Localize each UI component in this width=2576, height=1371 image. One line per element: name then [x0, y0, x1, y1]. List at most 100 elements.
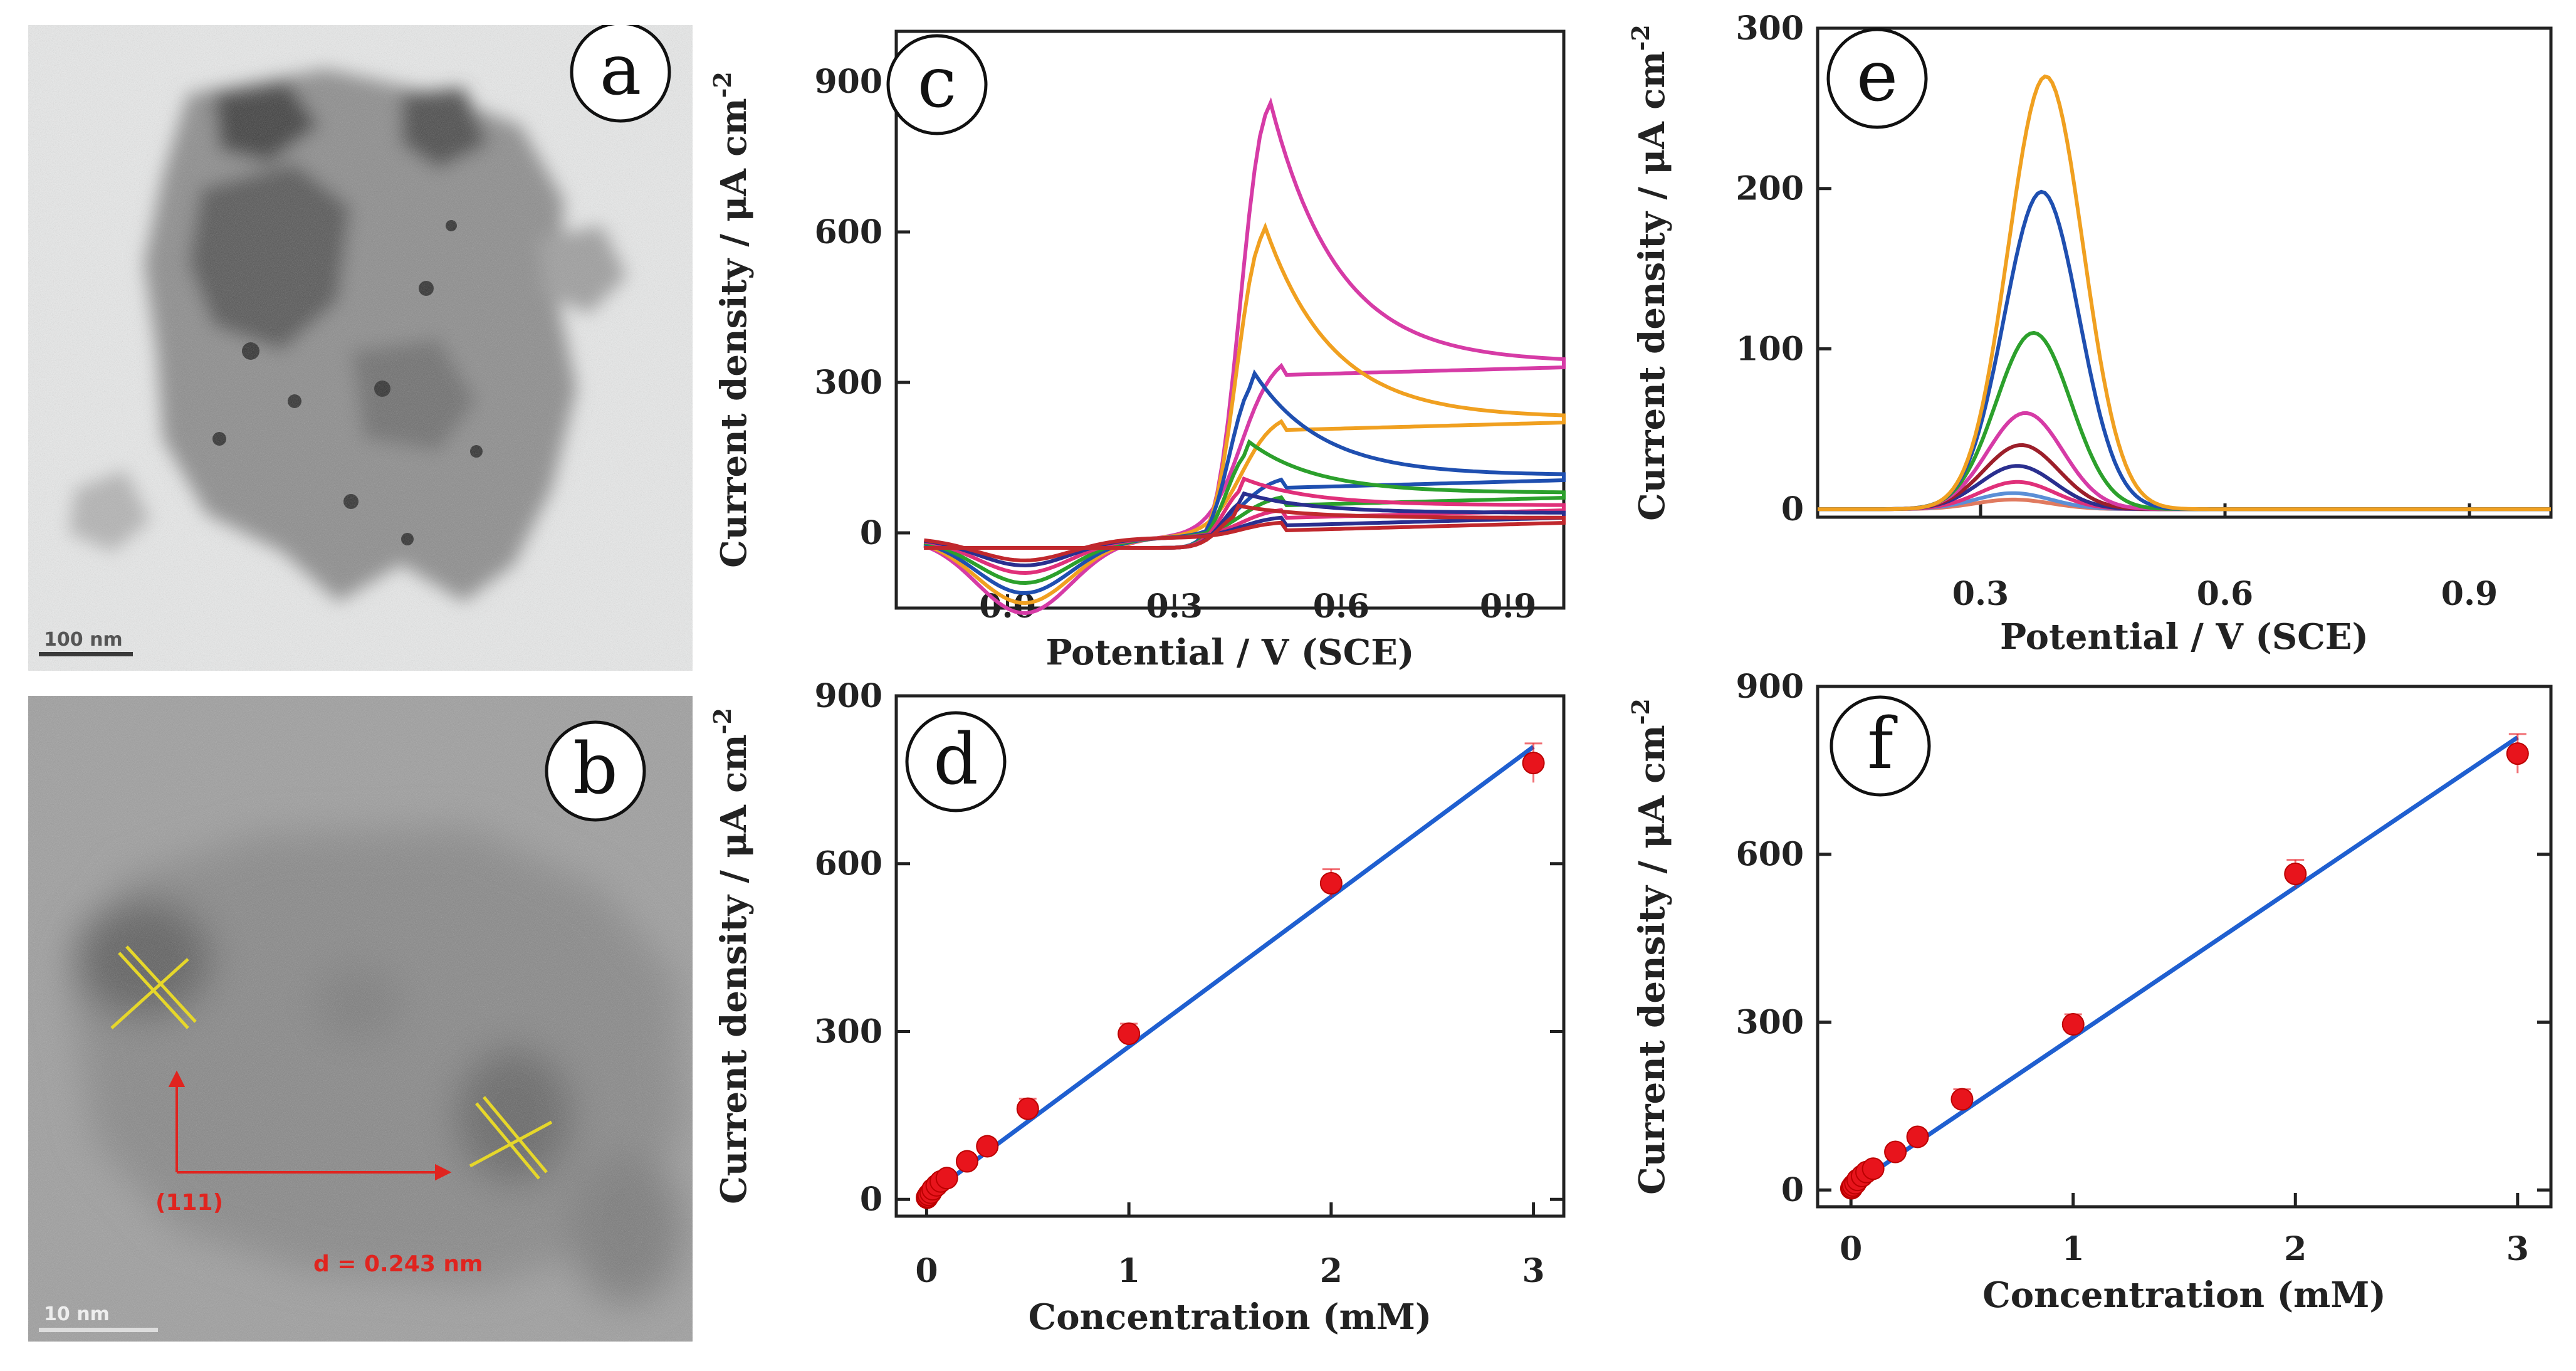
- x-tick-label-e: 0.3: [1952, 575, 2009, 613]
- dpv-curve-magenta: [1818, 411, 2551, 512]
- y-tick-label-d: 0: [860, 1180, 882, 1219]
- y-axis-label-f: Current density / μA cm-2: [1626, 698, 1673, 1195]
- panel-a-letter: a: [600, 29, 642, 111]
- x-tick-label-d: 3: [1522, 1252, 1544, 1290]
- x-tick-label-f: 3: [2506, 1230, 2529, 1268]
- panel-b-letter: b: [573, 728, 618, 810]
- panel-e-letter-circle: [1826, 28, 1928, 129]
- data-point: [1522, 752, 1545, 775]
- y-axis-label-sup-f: -2: [1626, 698, 1655, 725]
- dpv-curve-navy: [1818, 464, 2551, 512]
- data-point: [2506, 742, 2529, 765]
- plane-arrows: [168, 1070, 452, 1181]
- y-axis-label-sup-d: -2: [708, 708, 736, 734]
- x-tick-label-d: 2: [1320, 1252, 1343, 1290]
- dpv-curve-darkred: [1818, 443, 2551, 512]
- y-axis-label-text-f: Current density / μA cm: [1631, 725, 1673, 1194]
- data-point: [2284, 862, 2307, 885]
- dpv-curve-blue: [1818, 189, 2551, 512]
- y-axis-label-e: Current density / μA cm-2: [1626, 24, 1673, 521]
- panel-b-letter-circle: [545, 720, 646, 822]
- x-tick-label-e: 0.6: [2197, 575, 2253, 613]
- data-point: [1884, 1140, 1907, 1164]
- dpv-curve-orange: [1818, 74, 2551, 512]
- data-point: [1118, 1022, 1141, 1046]
- panel-d-letter: d: [933, 719, 978, 801]
- panel-e-dpv-chart: 0 100 200 300 0.3 0.6 0.9 Potential / V (SCE) Cu…: [1626, 9, 2553, 658]
- data-point: [1016, 1097, 1039, 1120]
- plot-frame-d: [894, 694, 1566, 1218]
- y-tick-label-e: 200: [1736, 170, 1804, 208]
- data-point: [1906, 1125, 1929, 1148]
- x-tick-label-f: 1: [2062, 1230, 2085, 1268]
- data-point: [1319, 871, 1343, 895]
- fit-line-f: [1850, 735, 2519, 1189]
- x-axis-label-c: Potential / V (SCE): [1046, 632, 1415, 673]
- plot-frame-f: [1816, 685, 2553, 1209]
- y-tick-label-c: 900: [814, 63, 882, 101]
- data-point: [935, 1167, 958, 1190]
- scale-bar-b-label: 10 nm: [44, 1303, 110, 1325]
- y-axis-label-d: Current density / μA cm-2: [708, 708, 755, 1204]
- x-tick-label-f: 2: [2284, 1230, 2306, 1268]
- panel-d-letter-circle: [905, 711, 1007, 812]
- d-spacing-label: d = 0.243 nm: [313, 1251, 483, 1277]
- panel-f-letter: f: [1867, 703, 1898, 785]
- x-tick-label-f: 0: [1840, 1230, 1862, 1268]
- y-axis-label-text-e: Current density / μA cm: [1631, 51, 1673, 520]
- cv-curve-magenta: [923, 97, 1566, 616]
- y-tick-label-e: 100: [1736, 330, 1804, 368]
- panel-a-tem-image: 100 nm a: [28, 25, 693, 671]
- plot-frame-c: [894, 29, 1566, 610]
- x-tick-label-c: 0.3: [1146, 587, 1203, 626]
- plane-label: (111): [155, 1190, 223, 1216]
- x-tick-label-d: 1: [1118, 1252, 1140, 1290]
- x-tick-label-e: 0.9: [2441, 575, 2498, 613]
- panel-e-letter: e: [1856, 36, 1898, 117]
- dpv-series-group: [1818, 74, 2551, 512]
- y-tick-label-d: 300: [814, 1012, 882, 1051]
- dpv-curve-green: [1818, 330, 2551, 512]
- scale-bar-b: [39, 1328, 158, 1332]
- lattice-fringe-marker-2: [469, 1096, 553, 1180]
- scale-bar-a: [39, 652, 133, 656]
- data-point: [976, 1135, 999, 1158]
- y-tick-label-c: 300: [814, 364, 882, 402]
- tem-a-noise: [28, 25, 693, 671]
- y-axis-label-text-d: Current density / μA cm: [713, 734, 755, 1204]
- x-tick-label-c: 0.9: [1480, 587, 1536, 626]
- panel-a-letter-circle: [570, 25, 671, 123]
- x-tick-label-d: 0: [915, 1252, 938, 1290]
- scale-bar-a-label: 100 nm: [44, 629, 123, 651]
- y-tick-label-f: 900: [1736, 668, 1804, 706]
- y-axis-label-c: Current density / μA cm-2: [708, 71, 755, 568]
- cv-series-group: [923, 97, 1566, 616]
- x-axis-label-d: Concentration (mM): [1029, 1296, 1432, 1338]
- data-point: [955, 1150, 978, 1173]
- cv-curve-red: [924, 503, 1566, 563]
- y-tick-label-c: 0: [860, 514, 882, 552]
- y-tick-label-e: 0: [1781, 490, 1804, 528]
- x-axis-label-e: Potential / V (SCE): [2000, 616, 2369, 658]
- fit-line-d: [925, 745, 1535, 1199]
- y-tick-label-c: 600: [814, 213, 882, 251]
- data-point: [1950, 1088, 1974, 1111]
- lattice-fringe-marker-1: [110, 945, 197, 1029]
- data-point: [2061, 1013, 2085, 1036]
- y-axis-label-text-c: Current density / μA cm: [713, 98, 755, 567]
- data-point: [1861, 1157, 1885, 1180]
- y-tick-label-d: 600: [814, 845, 882, 883]
- panel-c-letter-circle: [886, 34, 988, 135]
- y-tick-label-f: 300: [1736, 1003, 1804, 1041]
- y-tick-label-e: 300: [1736, 9, 1804, 48]
- panel-d-calibration-chart: 0 300 600 900 0 1 2 3 Concentration (mM) Current …: [708, 677, 1566, 1338]
- panel-c-letter: c: [918, 42, 957, 123]
- panel-b-hrtem-image: (111) d = 0.243 nm 10 nm b: [28, 696, 693, 1342]
- x-axis-label-f: Concentration (mM): [1982, 1274, 2386, 1316]
- y-tick-label-f: 0: [1781, 1171, 1804, 1209]
- x-tick-label-c: 0.6: [1313, 587, 1369, 626]
- panel-f-letter-circle: [1830, 695, 1931, 797]
